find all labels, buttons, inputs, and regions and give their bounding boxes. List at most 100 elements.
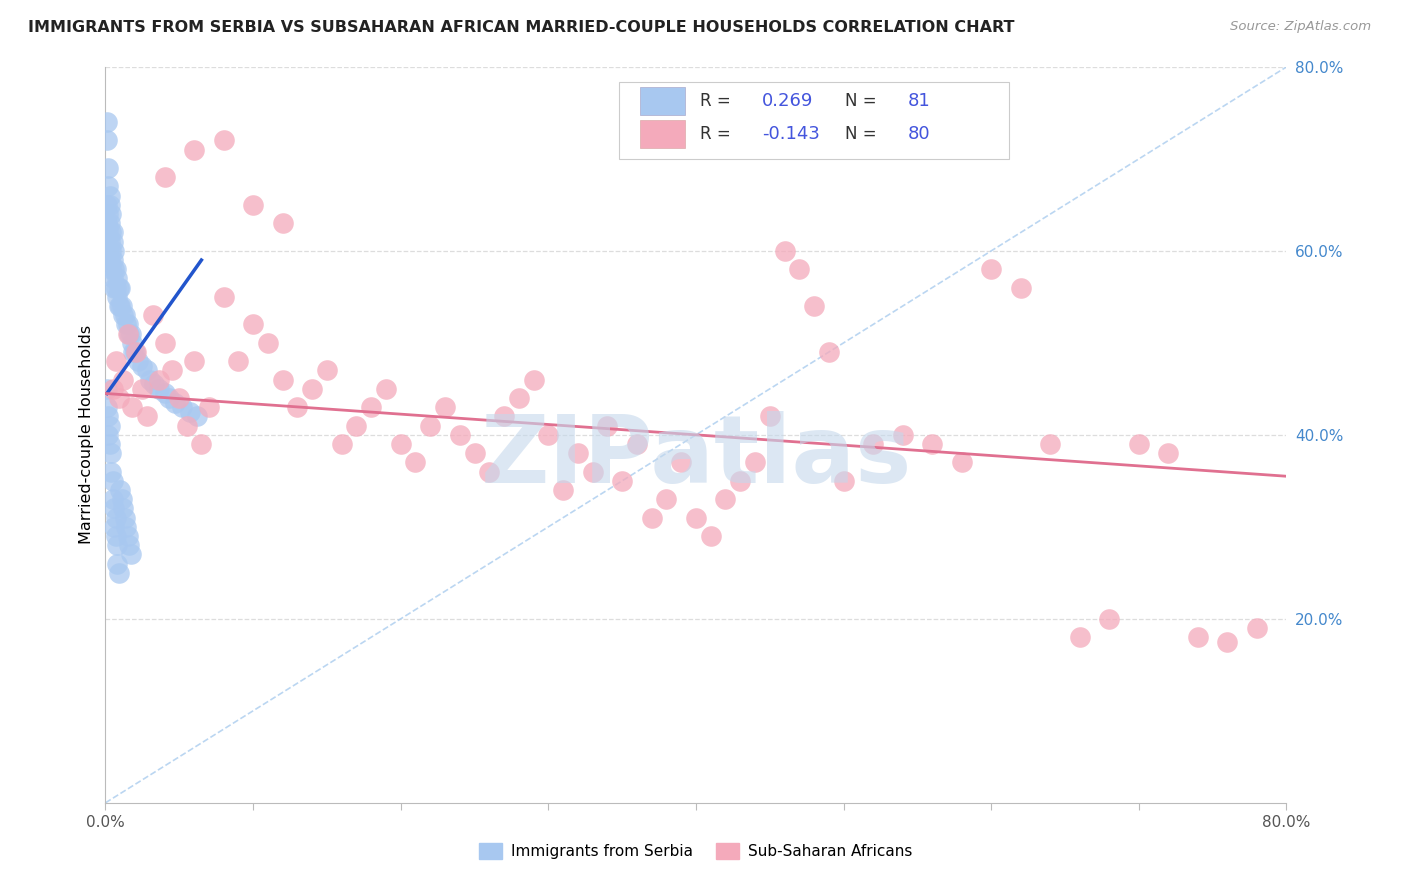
Text: N =: N = bbox=[845, 125, 882, 143]
Point bbox=[112, 501, 135, 516]
Point bbox=[449, 427, 471, 442]
Point bbox=[104, 529, 127, 543]
Point bbox=[183, 143, 205, 157]
Point bbox=[862, 437, 884, 451]
Point bbox=[287, 401, 309, 415]
Text: R =: R = bbox=[700, 92, 735, 110]
Point bbox=[301, 382, 323, 396]
Point bbox=[582, 465, 605, 479]
Point bbox=[186, 409, 208, 424]
Point bbox=[96, 198, 118, 212]
Point bbox=[1128, 437, 1150, 451]
Point bbox=[101, 235, 124, 249]
Point bbox=[163, 395, 186, 409]
Point bbox=[98, 437, 121, 451]
Point bbox=[107, 280, 129, 294]
Point bbox=[803, 299, 825, 313]
Point bbox=[228, 354, 250, 368]
Point bbox=[115, 520, 138, 534]
Point bbox=[98, 235, 121, 249]
Point bbox=[105, 557, 128, 571]
Point bbox=[212, 133, 235, 147]
Point bbox=[160, 363, 183, 377]
Point bbox=[153, 335, 176, 350]
Point bbox=[115, 318, 138, 332]
Text: IMMIGRANTS FROM SERBIA VS SUBSAHARAN AFRICAN MARRIED-COUPLE HOUSEHOLDS CORRELATI: IMMIGRANTS FROM SERBIA VS SUBSAHARAN AFR… bbox=[28, 20, 1015, 35]
Point bbox=[271, 373, 294, 387]
Point bbox=[567, 446, 589, 460]
Point bbox=[1187, 630, 1209, 644]
Point bbox=[148, 373, 170, 387]
Point bbox=[103, 520, 125, 534]
FancyBboxPatch shape bbox=[619, 81, 1010, 159]
Point bbox=[107, 299, 129, 313]
Point bbox=[950, 455, 973, 469]
Point bbox=[389, 437, 412, 451]
Point bbox=[212, 290, 235, 304]
Point bbox=[104, 510, 127, 524]
Point bbox=[242, 318, 264, 332]
Point bbox=[596, 418, 619, 433]
Point bbox=[508, 391, 530, 405]
Text: 81: 81 bbox=[907, 92, 931, 110]
Point bbox=[117, 326, 139, 341]
Point bbox=[96, 115, 118, 129]
Point bbox=[433, 401, 456, 415]
Point bbox=[101, 492, 124, 507]
Point bbox=[257, 335, 280, 350]
Point bbox=[980, 262, 1002, 277]
Text: ZIPatlas: ZIPatlas bbox=[481, 411, 911, 503]
Point bbox=[157, 391, 180, 405]
Point bbox=[97, 427, 120, 442]
Point bbox=[96, 133, 118, 147]
Point bbox=[98, 188, 121, 202]
Point bbox=[1157, 446, 1180, 460]
Point bbox=[891, 427, 914, 442]
Point bbox=[1069, 630, 1091, 644]
Point bbox=[419, 418, 441, 433]
Point bbox=[97, 226, 120, 240]
Point bbox=[492, 409, 515, 424]
Point bbox=[730, 474, 752, 488]
Point bbox=[110, 483, 132, 497]
FancyBboxPatch shape bbox=[641, 120, 685, 148]
Text: -0.143: -0.143 bbox=[762, 125, 820, 143]
Point bbox=[699, 529, 723, 543]
Point bbox=[626, 437, 648, 451]
Legend: Immigrants from Serbia, Sub-Saharan Africans: Immigrants from Serbia, Sub-Saharan Afri… bbox=[474, 837, 918, 865]
Point bbox=[112, 373, 135, 387]
Point bbox=[1246, 621, 1268, 635]
Point bbox=[101, 271, 124, 285]
Point bbox=[464, 446, 486, 460]
Point bbox=[142, 308, 165, 322]
Point bbox=[103, 244, 125, 258]
Point bbox=[98, 253, 121, 268]
Point bbox=[101, 474, 124, 488]
Point bbox=[104, 280, 127, 294]
Point bbox=[104, 354, 127, 368]
Point bbox=[671, 455, 693, 469]
Point bbox=[131, 382, 153, 396]
Point bbox=[100, 262, 122, 277]
Point bbox=[759, 409, 782, 424]
Point bbox=[315, 363, 337, 377]
Point bbox=[97, 244, 120, 258]
Point bbox=[100, 465, 122, 479]
Point bbox=[120, 548, 142, 562]
Point bbox=[111, 299, 134, 313]
Text: 0.269: 0.269 bbox=[762, 92, 814, 110]
Point bbox=[478, 465, 501, 479]
Point bbox=[118, 538, 141, 552]
Point bbox=[97, 161, 120, 175]
Point bbox=[121, 335, 143, 350]
Point bbox=[135, 409, 157, 424]
Point bbox=[374, 382, 398, 396]
Point bbox=[773, 244, 796, 258]
Point bbox=[117, 529, 139, 543]
Point bbox=[655, 492, 678, 507]
Point bbox=[105, 290, 128, 304]
Point bbox=[114, 308, 136, 322]
Point bbox=[832, 474, 855, 488]
Point bbox=[107, 391, 129, 405]
Point bbox=[101, 253, 124, 268]
